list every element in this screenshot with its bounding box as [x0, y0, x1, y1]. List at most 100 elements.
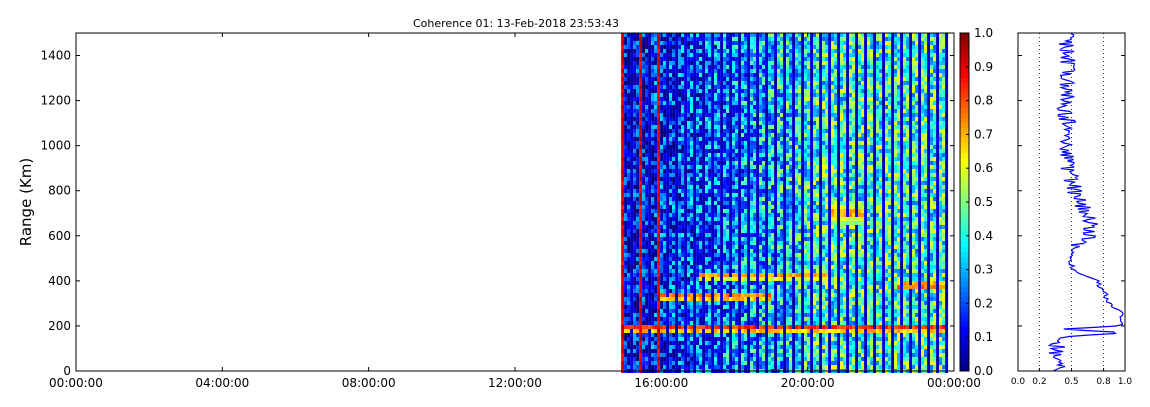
- heatmap-cell: [708, 109, 712, 113]
- heatmap-cell: [792, 225, 796, 229]
- heatmap-cell: [759, 301, 763, 305]
- heatmap-cell: [672, 157, 676, 161]
- heatmap-cell: [732, 309, 736, 313]
- heatmap-cell: [657, 169, 661, 173]
- heatmap-cell: [744, 281, 748, 285]
- heatmap-cell: [675, 149, 679, 153]
- heatmap-cell: [768, 329, 772, 333]
- heatmap-cell: [795, 241, 799, 245]
- heatmap-cell: [783, 33, 787, 37]
- heatmap-cell: [756, 149, 760, 153]
- heatmap-cell: [627, 293, 631, 297]
- heatmap-cell: [726, 137, 730, 141]
- heatmap-cell: [747, 209, 751, 213]
- heatmap-cell: [642, 273, 646, 277]
- heatmap-cell: [708, 69, 712, 73]
- heatmap-cell: [768, 265, 772, 269]
- heatmap-cell: [780, 301, 784, 305]
- heatmap-cell: [630, 49, 634, 53]
- heatmap-cell: [780, 45, 784, 49]
- heatmap-cell: [645, 49, 649, 53]
- heatmap-cell: [630, 53, 634, 57]
- heatmap-cell: [780, 41, 784, 45]
- heatmap-cell: [729, 221, 733, 225]
- heatmap-cell: [774, 101, 778, 105]
- heatmap-cell: [672, 365, 676, 369]
- heatmap-cell: [624, 165, 628, 169]
- heatmap-cell: [636, 301, 640, 305]
- heatmap-cell: [642, 281, 646, 285]
- heatmap-cell: [648, 193, 652, 197]
- heatmap-cell: [639, 129, 643, 133]
- heatmap-cell: [699, 169, 703, 173]
- heatmap-cell: [621, 145, 625, 149]
- heatmap-cell: [771, 153, 775, 157]
- heatmap-cell: [660, 221, 664, 225]
- heatmap-cell: [747, 141, 751, 145]
- heatmap-cell: [657, 77, 661, 81]
- heatmap-cell: [717, 285, 721, 289]
- heatmap-cell: [759, 89, 763, 93]
- heatmap-cell: [696, 365, 700, 369]
- heatmap-cell: [738, 261, 742, 265]
- heatmap-cell: [726, 349, 730, 353]
- heatmap-cell: [624, 365, 628, 369]
- heatmap-cell: [645, 37, 649, 41]
- heatmap-cell: [627, 277, 631, 281]
- heatmap-cell: [636, 293, 640, 297]
- heatmap-cell: [705, 293, 709, 297]
- heatmap-cell: [780, 237, 784, 241]
- heatmap-cell: [654, 249, 658, 253]
- heatmap-cell: [699, 61, 703, 65]
- heatmap-cell: [660, 257, 664, 261]
- heatmap-cell: [681, 149, 685, 153]
- heatmap-cell: [753, 157, 757, 161]
- heatmap-cell: [732, 189, 736, 193]
- heatmap-cell: [720, 173, 724, 177]
- heatmap-cell: [633, 105, 637, 109]
- heatmap-cell: [672, 221, 676, 225]
- heatmap-cell: [744, 165, 748, 169]
- heatmap-cell: [732, 225, 736, 229]
- heatmap-cell: [786, 269, 790, 273]
- heatmap-cell: [645, 233, 649, 237]
- heatmap-cell: [747, 137, 751, 141]
- heatmap-cell: [630, 357, 634, 361]
- heatmap-cell: [627, 177, 631, 181]
- heatmap-cell: [642, 305, 646, 309]
- heatmap-cell: [723, 209, 727, 213]
- heatmap-cell: [777, 165, 781, 169]
- heatmap-cell: [663, 329, 667, 333]
- heatmap-cell: [663, 357, 667, 361]
- heatmap-cell: [714, 193, 718, 197]
- heatmap-cell: [777, 33, 781, 37]
- heatmap-cell: [732, 333, 736, 337]
- heatmap-cell: [642, 193, 646, 197]
- heatmap-cell: [756, 69, 760, 73]
- heatmap-cell: [657, 73, 661, 77]
- heatmap-cell: [747, 181, 751, 185]
- heatmap-cell: [732, 289, 736, 293]
- heatmap-cell: [771, 137, 775, 141]
- heatmap-cell: [774, 209, 778, 213]
- heatmap-cell: [690, 353, 694, 357]
- heatmap-cell: [630, 65, 634, 69]
- heatmap-cell: [648, 269, 652, 273]
- heatmap-cell: [714, 97, 718, 101]
- heatmap-cell: [648, 89, 652, 93]
- heatmap-cell: [642, 49, 646, 53]
- heatmap-cell: [687, 65, 691, 69]
- heatmap-cell: [786, 53, 790, 57]
- heatmap-cell: [630, 249, 634, 253]
- heatmap-cell: [789, 253, 793, 257]
- heatmap-cell: [684, 141, 688, 145]
- heatmap-cell: [639, 33, 643, 37]
- heatmap-cell: [750, 101, 754, 105]
- heatmap-cell: [702, 225, 706, 229]
- heatmap-cell: [741, 73, 745, 77]
- heatmap-cell: [702, 321, 706, 325]
- heatmap-cell: [678, 201, 682, 205]
- heatmap-cell: [660, 133, 664, 137]
- heatmap-cell: [768, 325, 772, 329]
- heatmap-cell: [747, 129, 751, 133]
